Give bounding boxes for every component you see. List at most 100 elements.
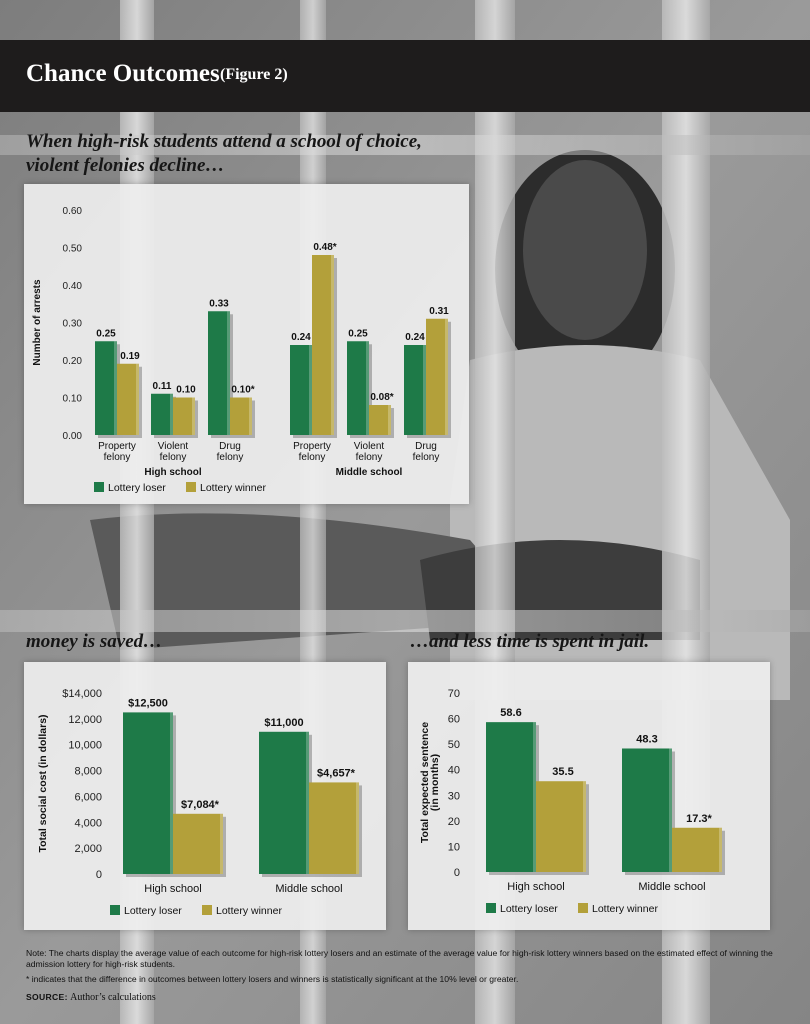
bar-loser-edge: [306, 731, 309, 874]
bar-winner: [173, 813, 223, 874]
y-tick-label: 0.10: [63, 394, 83, 405]
bar-loser: [347, 341, 369, 435]
data-label: $11,000: [264, 717, 303, 729]
y-tick-label: 0.00: [63, 431, 83, 442]
bar-winner-edge: [136, 363, 139, 435]
bar-winner-edge: [719, 827, 722, 872]
category-label: felony: [356, 452, 383, 463]
figure-number: (Figure 2): [220, 66, 288, 83]
data-label: 0.10*: [231, 385, 254, 396]
legend-winner-swatch: [202, 905, 212, 915]
legend-winner-swatch: [186, 482, 196, 492]
bar-loser-edge: [423, 345, 426, 435]
y-tick-label: 30: [448, 790, 460, 802]
data-label: 58.6: [500, 707, 521, 719]
right-caption: …and less time is spent in jail.: [410, 631, 650, 652]
bar-loser: [290, 345, 312, 435]
bar-winner-edge: [249, 397, 252, 435]
category-label: felony: [160, 452, 187, 463]
bar-winner: [173, 397, 195, 435]
category-label: Middle school: [638, 881, 705, 893]
bar-loser: [259, 731, 309, 874]
bar-winner-edge: [192, 397, 195, 435]
legend-winner-swatch: [578, 903, 588, 913]
bar-loser: [404, 345, 426, 435]
source-label: SOURCE:: [26, 992, 68, 1002]
data-label: 0.25: [348, 328, 368, 339]
y-tick-label: 0: [454, 867, 460, 879]
bar-winner: [312, 255, 334, 435]
y-axis-label: (in months): [429, 754, 441, 811]
bar-winner-edge: [583, 781, 586, 872]
data-label: 0.33: [209, 298, 229, 309]
category-label: Violent: [158, 441, 189, 452]
y-tick-label: $14,000: [62, 688, 102, 700]
y-tick-label: 0: [96, 869, 102, 881]
category-label: felony: [299, 452, 326, 463]
source-text: Author’s calculations: [70, 992, 156, 1003]
legend-loser-swatch: [110, 905, 120, 915]
bar-winner-edge: [220, 813, 223, 874]
social-cost-chart: 0 2,000 4,000 6,000 8,000 10,000 12,000 $14,000…: [37, 688, 362, 917]
note-text: Note: The charts display the average val…: [26, 948, 773, 969]
data-label: $7,084*: [181, 799, 220, 811]
bar-winner: [230, 397, 252, 435]
y-tick-label: 0.50: [63, 244, 83, 255]
bar-loser-edge: [170, 393, 173, 435]
data-label: $4,657*: [317, 767, 356, 779]
bar-loser-edge: [669, 748, 672, 872]
arrests-chart-panel: 0.00 0.10 0.20 0.30 0.40 0.50 0.60 Number of ar…: [24, 184, 469, 504]
y-tick-label: 40: [448, 765, 460, 777]
category-label: Violent: [354, 441, 385, 452]
bar-loser-edge: [309, 345, 312, 435]
legend-winner-label: Lottery winner: [200, 482, 266, 494]
category-label: Property: [293, 441, 331, 452]
data-label: 48.3: [636, 733, 657, 745]
significance-note: * indicates that the difference in outco…: [26, 974, 519, 984]
y-tick-label: 10,000: [68, 740, 102, 752]
top-caption-line-2: violent felonies decline…: [26, 155, 225, 176]
category-label: felony: [217, 452, 244, 463]
y-tick-label: 60: [448, 714, 460, 726]
category-label: Property: [98, 441, 136, 452]
data-label: 0.31: [429, 306, 449, 317]
data-label: 0.19: [120, 351, 140, 362]
data-label: 17.3*: [686, 813, 712, 825]
sentence-chart-panel: 0 10 20 30 40 50 60 70 Total expected sentence (i…: [408, 662, 770, 930]
data-label: 0.25: [96, 328, 116, 339]
bar-loser: [486, 722, 536, 872]
data-label: 0.10: [176, 385, 196, 396]
y-tick-label: 6,000: [74, 791, 102, 803]
y-tick-label: 2,000: [74, 843, 102, 855]
legend-winner-label: Lottery winner: [216, 905, 282, 917]
top-caption: When high-risk students attend a school …: [26, 130, 422, 178]
legend-winner-label: Lottery winner: [592, 903, 658, 915]
data-label: 0.24: [291, 332, 311, 343]
group-label: Middle school: [336, 467, 403, 478]
bar-winner: [672, 827, 722, 872]
bar-loser-edge: [366, 341, 369, 435]
y-axis-label: Total expected sentence: [419, 722, 431, 843]
bar-loser-edge: [114, 341, 117, 435]
left-caption: money is saved…: [26, 631, 163, 652]
y-tick-label: 12,000: [68, 714, 102, 726]
bar-loser-edge: [227, 311, 230, 435]
footnotes: Note: The charts display the average val…: [26, 948, 786, 989]
source-line: SOURCE: Author’s calculations: [26, 992, 156, 1003]
y-axis-label: Number of arrests: [32, 279, 43, 366]
legend-loser-swatch: [486, 903, 496, 913]
data-label: $12,500: [128, 697, 168, 709]
bar-winner-edge: [445, 318, 448, 435]
bar-loser: [95, 341, 117, 435]
y-tick-label: 20: [448, 816, 460, 828]
bar-loser: [123, 712, 173, 874]
bar-loser: [622, 748, 672, 872]
bar-winner: [426, 318, 448, 435]
legend-loser-swatch: [94, 482, 104, 492]
y-tick-label: 0.20: [63, 356, 83, 367]
y-tick-label: 0.40: [63, 281, 83, 292]
data-label: 0.08*: [370, 392, 393, 403]
category-label: Drug: [415, 441, 437, 452]
header-bar: [0, 40, 810, 112]
category-label: High school: [144, 883, 201, 895]
